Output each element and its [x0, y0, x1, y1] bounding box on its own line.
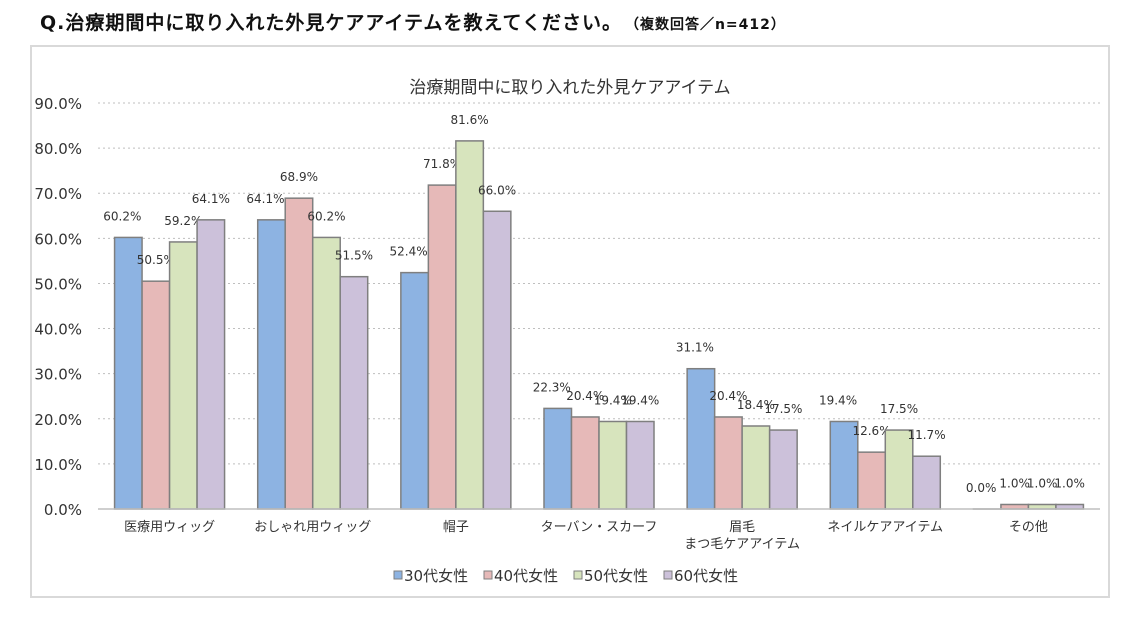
data-label: 19.4%: [594, 393, 632, 407]
data-label: 11.7%: [907, 428, 945, 442]
data-label: 1.0%: [1054, 476, 1085, 490]
y-tick-label: 90.0%: [34, 95, 82, 113]
x-tick-label: おしゃれ用ウィッグ: [254, 520, 371, 535]
data-label: 64.1%: [246, 192, 284, 206]
bar: [912, 455, 942, 510]
data-label: 19.4%: [621, 393, 659, 407]
data-label: 52.4%: [390, 245, 428, 259]
chart-frame: [30, 45, 1110, 598]
bar: [570, 416, 600, 510]
legend-label: 40代女性: [494, 567, 558, 585]
y-tick-label: 80.0%: [34, 140, 82, 158]
x-tick-label: 眉毛: [729, 520, 755, 535]
data-label: 17.5%: [880, 402, 918, 416]
bar: [741, 425, 771, 510]
bar: [857, 451, 887, 510]
legend-swatch: [483, 570, 493, 580]
data-label: 17.5%: [764, 402, 802, 416]
bar: [598, 420, 628, 510]
bar: [427, 184, 457, 510]
data-label: 20.4%: [566, 389, 604, 403]
data-label: 1.0%: [999, 476, 1030, 490]
bar: [625, 420, 655, 510]
x-tick-label: まつ毛ケアアイテム: [684, 537, 800, 552]
bar: [284, 197, 314, 510]
bar: [768, 429, 798, 510]
data-label: 81.6%: [451, 113, 489, 127]
bar: [168, 241, 198, 510]
x-tick-label: その他: [1009, 520, 1048, 535]
data-label: 66.0%: [478, 183, 516, 197]
data-label: 22.3%: [533, 380, 571, 394]
legend-label: 60代女性: [674, 567, 738, 585]
y-tick-label: 50.0%: [34, 275, 82, 293]
data-label: 60.2%: [103, 209, 141, 223]
data-label: 64.1%: [192, 192, 230, 206]
data-label: 71.8%: [423, 157, 461, 171]
data-label: 50.5%: [137, 253, 175, 267]
y-tick-label: 0.0%: [44, 501, 82, 519]
data-label: 20.4%: [709, 389, 747, 403]
bar: [196, 219, 226, 510]
data-label: 0.0%: [966, 481, 997, 495]
bar: [141, 280, 171, 510]
data-label: 51.5%: [335, 249, 373, 263]
bar: [311, 236, 341, 510]
data-label: 68.9%: [280, 170, 318, 184]
y-tick-label: 30.0%: [34, 366, 82, 384]
data-label: 18.4%: [737, 398, 775, 412]
x-tick-label: 医療用ウィッグ: [124, 520, 215, 535]
question-note: （複数回答／n=412）: [631, 17, 786, 33]
data-label: 59.2%: [164, 214, 202, 228]
legend-label: 50代女性: [584, 567, 648, 585]
question-heading: Q.治療期間中に取り入れた外見ケアアイテムを教えてください。 （複数回答／n=41…: [40, 8, 786, 35]
y-tick-label: 10.0%: [34, 456, 82, 474]
question-text: Q.治療期間中に取り入れた外見ケアアイテムを教えてください。: [40, 12, 622, 34]
data-label: 19.4%: [819, 393, 857, 407]
chart-title: 治療期間中に取り入れた外見ケアアイテム: [409, 78, 730, 98]
x-tick-label: ターバン・スカーフ: [541, 520, 658, 535]
x-tick-label: 帽子: [443, 519, 469, 535]
bar: [400, 271, 430, 510]
data-label: 60.2%: [307, 209, 345, 223]
legend-swatch: [663, 570, 673, 580]
legend-swatch: [393, 570, 403, 580]
legend-swatch: [573, 570, 583, 580]
bar: [339, 275, 369, 510]
y-tick-label: 60.0%: [34, 230, 82, 248]
bar: [256, 219, 286, 510]
data-label: 12.6%: [852, 424, 890, 438]
x-tick-label: ネイルケアアイテム: [827, 520, 943, 535]
bar: [543, 407, 573, 510]
data-label: 1.0%: [1027, 476, 1058, 490]
bar: [829, 420, 859, 510]
y-tick-label: 20.0%: [34, 411, 82, 429]
y-tick-label: 40.0%: [34, 321, 82, 339]
data-label: 31.1%: [676, 341, 714, 355]
bar: [113, 236, 143, 510]
y-tick-label: 70.0%: [34, 185, 82, 203]
legend-label: 30代女性: [404, 567, 468, 585]
bar: [482, 210, 512, 510]
bar: [884, 429, 914, 510]
bar: [713, 416, 743, 510]
